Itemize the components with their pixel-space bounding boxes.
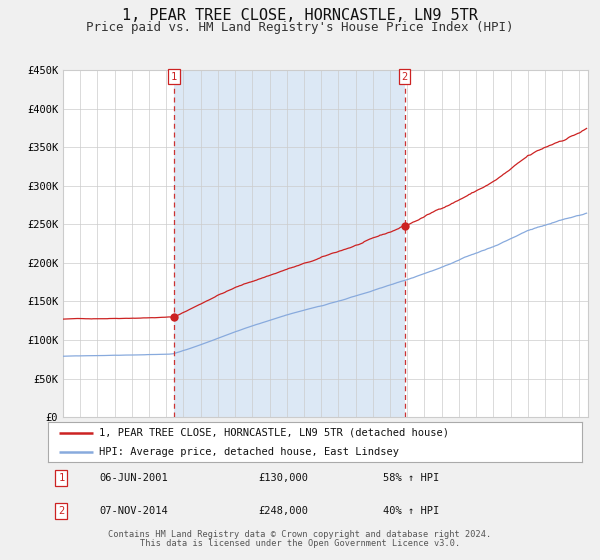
Text: 40% ↑ HPI: 40% ↑ HPI <box>383 506 439 516</box>
Bar <box>174 70 404 417</box>
Text: £130,000: £130,000 <box>258 473 308 483</box>
Text: 2: 2 <box>401 72 408 82</box>
Text: 58% ↑ HPI: 58% ↑ HPI <box>383 473 439 483</box>
Text: This data is licensed under the Open Government Licence v3.0.: This data is licensed under the Open Gov… <box>140 539 460 548</box>
Text: 1: 1 <box>171 72 177 82</box>
Text: 06-JUN-2001: 06-JUN-2001 <box>99 473 168 483</box>
Text: 1: 1 <box>58 473 64 483</box>
Text: 07-NOV-2014: 07-NOV-2014 <box>99 506 168 516</box>
Text: HPI: Average price, detached house, East Lindsey: HPI: Average price, detached house, East… <box>99 447 399 457</box>
Text: £248,000: £248,000 <box>258 506 308 516</box>
Text: 2: 2 <box>58 506 64 516</box>
Text: 1, PEAR TREE CLOSE, HORNCASTLE, LN9 5TR: 1, PEAR TREE CLOSE, HORNCASTLE, LN9 5TR <box>122 8 478 24</box>
Text: Contains HM Land Registry data © Crown copyright and database right 2024.: Contains HM Land Registry data © Crown c… <box>109 530 491 539</box>
Text: 1, PEAR TREE CLOSE, HORNCASTLE, LN9 5TR (detached house): 1, PEAR TREE CLOSE, HORNCASTLE, LN9 5TR … <box>99 428 449 438</box>
Text: Price paid vs. HM Land Registry's House Price Index (HPI): Price paid vs. HM Land Registry's House … <box>86 21 514 34</box>
